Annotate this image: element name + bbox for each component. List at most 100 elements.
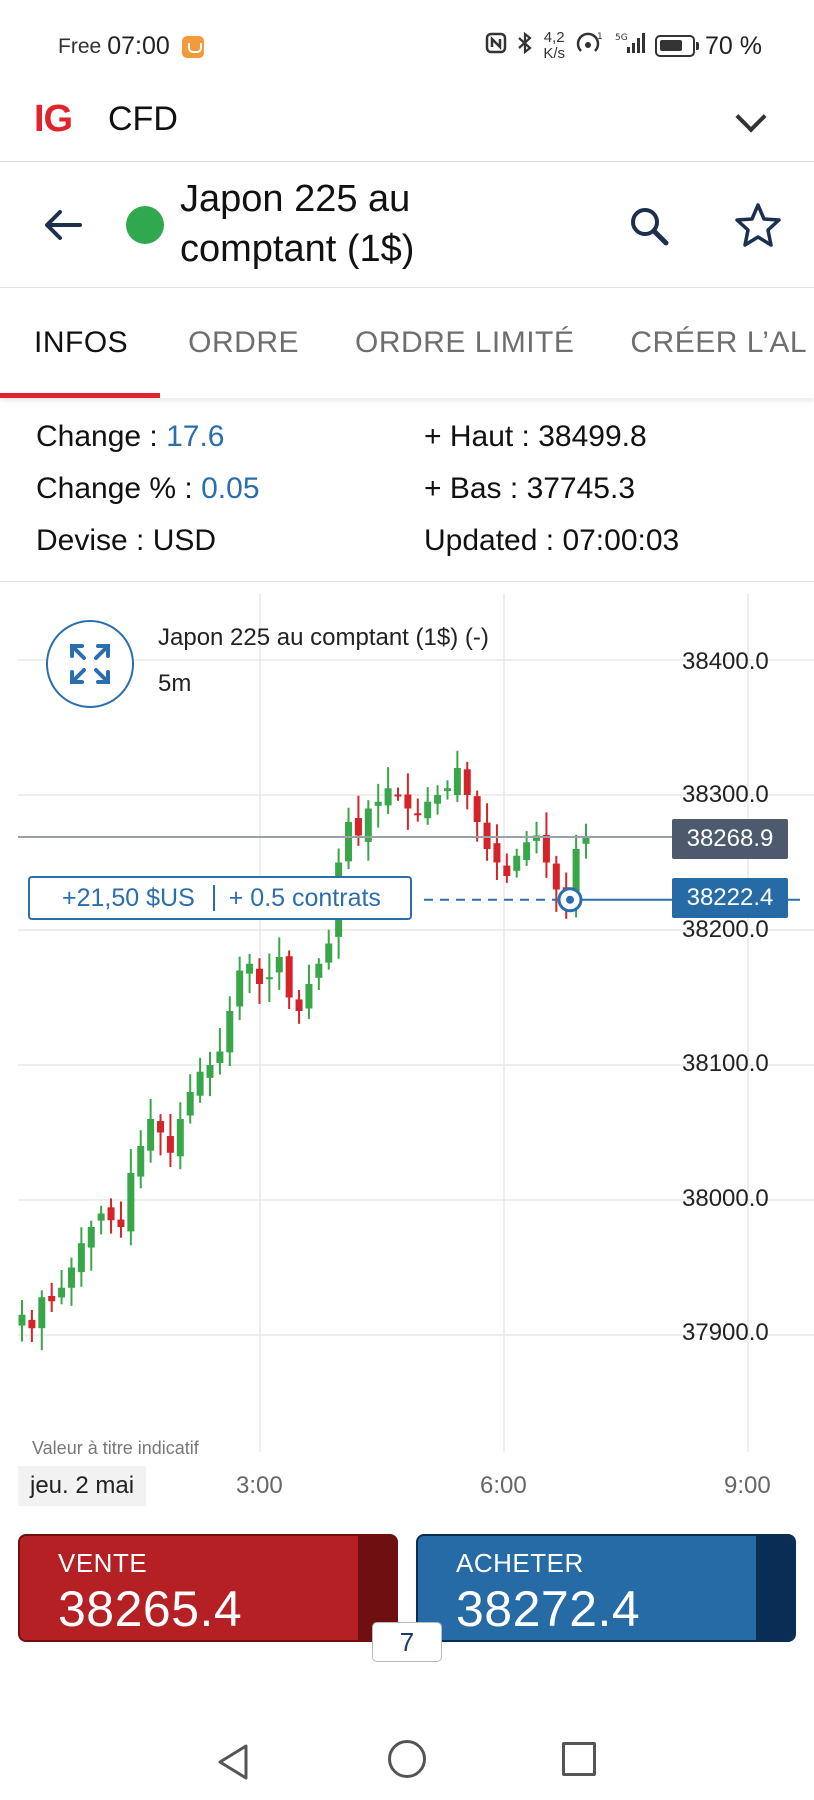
candle-up xyxy=(374,801,382,806)
candle-up xyxy=(345,822,353,862)
account-type-title[interactable]: CFD xyxy=(108,100,178,138)
candle-down xyxy=(166,1136,174,1153)
change-pct-row: Change % : 0.05 xyxy=(36,472,260,506)
buy-button[interactable]: ACHETER 38272.4 xyxy=(416,1534,796,1642)
tab-ordre-limite[interactable]: ORDRE LIMITÉ xyxy=(355,326,575,359)
tab-creer-alerte[interactable]: CRÉER L’AL xyxy=(630,326,808,359)
change-row: Change : 17.6 xyxy=(36,420,224,454)
x-tick-label: 3:00 xyxy=(236,1472,283,1499)
net-speed-value: 4,2 xyxy=(543,29,565,46)
nav-back-icon[interactable] xyxy=(214,1742,252,1782)
tab-ordre[interactable]: ORDRE xyxy=(188,326,300,359)
candle-down xyxy=(473,796,481,822)
candle-up xyxy=(206,1065,214,1078)
expand-chart-button[interactable] xyxy=(46,620,134,708)
candle-down xyxy=(483,822,491,849)
updated-value: 07:00:03 xyxy=(562,524,680,557)
position-marker-dot xyxy=(566,895,574,904)
hotspot-icon: 1 xyxy=(575,30,605,62)
chart-date-label: jeu. 2 mai xyxy=(18,1466,147,1506)
candle-down xyxy=(107,1207,115,1221)
candle-up xyxy=(384,788,392,806)
system-nav-bar xyxy=(0,1720,814,1800)
buy-button-edge xyxy=(756,1536,794,1640)
chart-title: Japon 225 au comptant (1$) (-) xyxy=(158,624,489,651)
candle-up xyxy=(38,1297,46,1329)
star-icon[interactable] xyxy=(732,200,784,252)
candle-up xyxy=(275,957,283,973)
chart-interval[interactable]: 5m xyxy=(158,670,192,697)
candlestick-chart[interactable] xyxy=(0,582,814,1512)
instrument-name: Japon 225 au comptant (1$) xyxy=(180,178,415,270)
y-tick-label: 37900.0 xyxy=(682,1319,769,1346)
position-pnl: +21,50 $US xyxy=(62,883,195,912)
candle-down xyxy=(285,956,293,998)
pill-separator xyxy=(212,885,215,911)
candle-up xyxy=(364,808,372,842)
instrument-header: Japon 225 au comptant (1$) xyxy=(0,162,814,288)
position-size: + 0.5 contrats xyxy=(228,883,381,912)
y-tick-label: 38200.0 xyxy=(682,916,769,943)
change-label: Change : xyxy=(36,420,167,453)
sell-price: 38265.4 xyxy=(58,1581,243,1637)
candle-down xyxy=(255,968,263,984)
candle-up xyxy=(315,963,323,978)
low-row: + Bas : 37745.3 xyxy=(424,472,635,506)
high-label: + Haut : xyxy=(424,420,539,453)
chevron-down-icon[interactable] xyxy=(735,101,767,133)
candle-up xyxy=(77,1243,85,1273)
candle-up xyxy=(196,1071,204,1096)
candle-up xyxy=(246,963,254,974)
nav-home-icon[interactable] xyxy=(388,1740,426,1778)
candle-down xyxy=(414,813,422,816)
candle-down xyxy=(157,1121,165,1133)
updated-label: Updated : xyxy=(424,524,563,557)
currency-label: Devise : xyxy=(36,524,153,557)
candle-up xyxy=(226,1011,234,1053)
candle-up xyxy=(236,970,244,1007)
candle-up xyxy=(582,836,590,844)
candle-up xyxy=(176,1119,184,1157)
notification-app-icon xyxy=(181,35,204,58)
candle-down xyxy=(48,1295,56,1302)
nav-recent-apps-icon[interactable] xyxy=(562,1742,596,1776)
net-speed-unit: K/s xyxy=(543,45,566,62)
candle-up xyxy=(305,984,313,1009)
candle-up xyxy=(147,1119,155,1151)
nfc-icon xyxy=(485,32,507,60)
svg-text:5G: 5G xyxy=(615,33,628,43)
status-right: 4,2 K/s 1 5G 70 % xyxy=(485,30,762,62)
y-tick-label: 38400.0 xyxy=(682,648,769,675)
current-price-tag: 38268.9 xyxy=(672,819,788,859)
price-chart[interactable]: Japon 225 au comptant (1$) (-) 5m 38400.… xyxy=(0,582,814,1512)
candle-up xyxy=(265,977,273,980)
position-price-tag[interactable]: 38222.4 xyxy=(672,878,788,918)
search-icon[interactable] xyxy=(624,202,674,252)
candle-up xyxy=(424,801,432,819)
low-label: + Bas : xyxy=(424,472,527,505)
currency-row: Devise : USD xyxy=(36,524,216,558)
market-info-panel: Change : 17.6 Change % : 0.05 Devise : U… xyxy=(0,398,814,582)
candle-up xyxy=(443,788,451,792)
back-arrow-icon[interactable] xyxy=(40,202,86,248)
battery-level: 70 % xyxy=(705,31,762,60)
candle-up xyxy=(58,1287,66,1298)
status-left: Free 07:00 xyxy=(58,32,204,61)
high-row: + Haut : 38499.8 xyxy=(424,420,647,454)
candle-up xyxy=(67,1267,75,1288)
svg-text:1: 1 xyxy=(597,32,603,42)
candle-down xyxy=(463,769,471,795)
candle-down xyxy=(394,794,402,797)
change-pct-label: Change % : xyxy=(36,472,202,505)
candle-down xyxy=(295,999,303,1011)
carrier-label: Free xyxy=(58,34,102,58)
status-bar: Free 07:00 4,2 K/s 1 5G 70 % xyxy=(0,0,814,96)
candle-up xyxy=(325,943,333,963)
y-tick-label: 38000.0 xyxy=(682,1185,769,1212)
sell-button[interactable]: VENTE 38265.4 xyxy=(18,1534,398,1642)
open-position-pill[interactable]: +21,50 $US + 0.5 contrats xyxy=(28,876,412,920)
indicative-value-note: Valeur à titre indicatif xyxy=(32,1438,199,1458)
signal-icon: 5G xyxy=(615,31,646,61)
tab-infos[interactable]: INFOS xyxy=(0,288,161,398)
y-tick-label: 38300.0 xyxy=(682,781,769,808)
